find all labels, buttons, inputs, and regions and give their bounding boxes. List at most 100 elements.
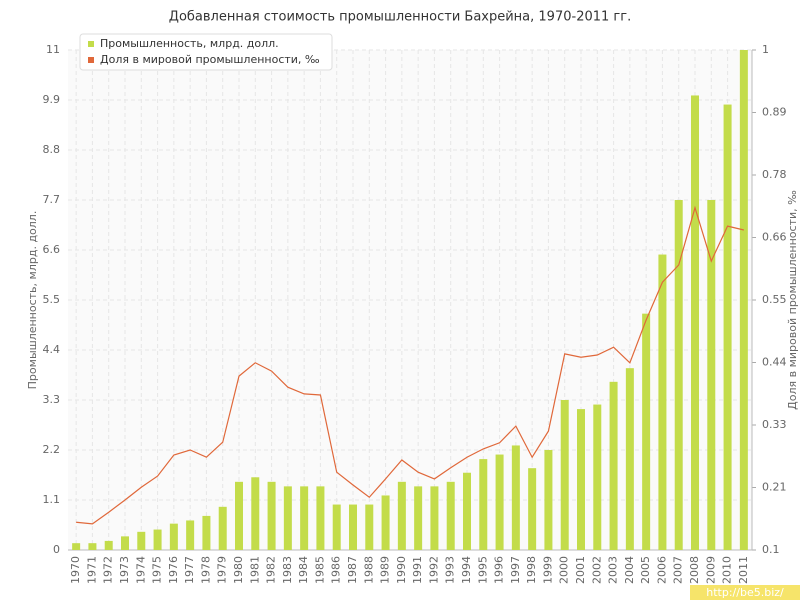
y-axis-title: Промышленность, млрд. долл. <box>26 211 39 390</box>
x-tick-label: 2009 <box>704 556 717 584</box>
x-tick-label: 2005 <box>639 556 652 584</box>
bar <box>235 481 243 550</box>
bar <box>316 486 325 550</box>
bar <box>479 459 488 550</box>
x-tick-label: 1994 <box>460 556 473 584</box>
watermark-bg <box>690 585 800 600</box>
bar <box>251 477 260 550</box>
y2-tick-label: 0.55 <box>762 293 787 306</box>
x-tick-label: 2002 <box>590 556 603 584</box>
legend-label: Доля в мировой промышленности, ‰ <box>100 53 320 66</box>
x-tick-label: 1988 <box>362 556 375 584</box>
y-tick-label: 9.9 <box>43 93 61 106</box>
x-tick-label: 1989 <box>379 556 392 584</box>
x-tick-label: 1990 <box>395 556 408 584</box>
x-tick-label: 2010 <box>721 556 734 584</box>
x-tick-label: 2001 <box>574 556 587 584</box>
y2-tick-label: 0.66 <box>762 231 787 244</box>
x-tick-label: 1985 <box>313 556 326 584</box>
x-tick-label: 2006 <box>655 556 668 584</box>
x-tick-label: 1983 <box>281 556 294 584</box>
bar <box>153 529 162 550</box>
line <box>76 205 744 525</box>
bar <box>593 404 602 550</box>
x-tick-label: 1984 <box>297 556 310 584</box>
x-tick-label: 1971 <box>85 556 98 584</box>
y-tick-label: 11 <box>46 43 60 56</box>
bar <box>723 104 732 550</box>
bar <box>495 454 504 550</box>
bar <box>349 504 357 550</box>
y-tick-label: 7.7 <box>43 193 61 206</box>
x-tick-label: 1974 <box>134 556 147 584</box>
y2-tick-label: 0.21 <box>762 481 787 494</box>
bar <box>104 540 113 550</box>
x-tick-label: 1970 <box>69 556 82 584</box>
x-tick-label: 1975 <box>151 556 164 584</box>
y-tick-label: 1.1 <box>43 493 61 506</box>
bar <box>332 504 341 550</box>
x-tick-label: 2007 <box>672 556 685 584</box>
x-tick-label: 2011 <box>737 556 750 584</box>
watermark[interactable]: http://be5.biz/ <box>706 586 784 599</box>
bar <box>137 531 146 550</box>
bar <box>414 486 423 550</box>
bar <box>544 450 553 550</box>
bar <box>202 515 211 550</box>
bar <box>381 495 390 550</box>
y2-tick-label: 0.33 <box>762 418 787 431</box>
x-tick-label: 2004 <box>623 556 636 584</box>
x-tick-label: 1999 <box>541 556 554 584</box>
y-tick-label: 3.3 <box>43 393 61 406</box>
x-tick-label: 1973 <box>118 556 131 584</box>
bar <box>739 50 748 550</box>
x-tick-label: 1977 <box>183 556 196 584</box>
legend-swatch <box>88 57 94 63</box>
y2-tick-label: 0.44 <box>762 356 787 369</box>
bar <box>88 543 97 550</box>
x-tick-label: 1997 <box>509 556 522 584</box>
y-tick-label: 4.4 <box>43 343 61 356</box>
x-tick-label: 2000 <box>558 556 571 584</box>
legend-swatch <box>88 41 94 47</box>
x-tick-label: 1986 <box>330 556 343 584</box>
bar <box>267 481 276 550</box>
x-tick-label: 1991 <box>411 556 424 584</box>
bar <box>609 381 618 550</box>
y2-tick-label: 0.1 <box>762 543 780 556</box>
bar <box>186 520 195 550</box>
legend-label: Промышленность, млрд. долл. <box>100 37 279 50</box>
bar <box>169 523 178 550</box>
x-tick-label: 1972 <box>102 556 115 584</box>
bar <box>121 536 129 550</box>
y-tick-label: 6.6 <box>43 243 61 256</box>
bar <box>365 504 374 550</box>
x-tick-label: 1980 <box>232 556 245 584</box>
y2-axis-title: Доля в мировой промышленности, ‰ <box>786 190 799 410</box>
x-tick-label: 1996 <box>493 556 506 584</box>
bar <box>691 95 699 551</box>
x-tick-label: 1981 <box>248 556 261 584</box>
bar <box>577 409 585 550</box>
x-tick-label: 2003 <box>607 556 620 584</box>
bar <box>72 543 81 550</box>
bar <box>446 481 455 550</box>
x-tick-label: 1998 <box>525 556 538 584</box>
bar <box>707 200 716 550</box>
bar <box>674 200 683 550</box>
bar <box>625 368 634 550</box>
x-tick-label: 1993 <box>444 556 457 584</box>
bar <box>658 254 667 550</box>
y2-tick-label: 0.78 <box>762 168 787 181</box>
x-tick-label: 1987 <box>346 556 359 584</box>
y2-tick-label: 1 <box>762 43 769 56</box>
y-tick-label: 0 <box>53 543 60 556</box>
bar <box>430 486 439 550</box>
legend-box <box>79 33 333 71</box>
bar <box>218 506 227 550</box>
x-tick-label: 1979 <box>216 556 229 584</box>
y-tick-label: 8.8 <box>43 143 61 156</box>
bar <box>300 486 309 550</box>
x-tick-label: 1992 <box>427 556 440 584</box>
